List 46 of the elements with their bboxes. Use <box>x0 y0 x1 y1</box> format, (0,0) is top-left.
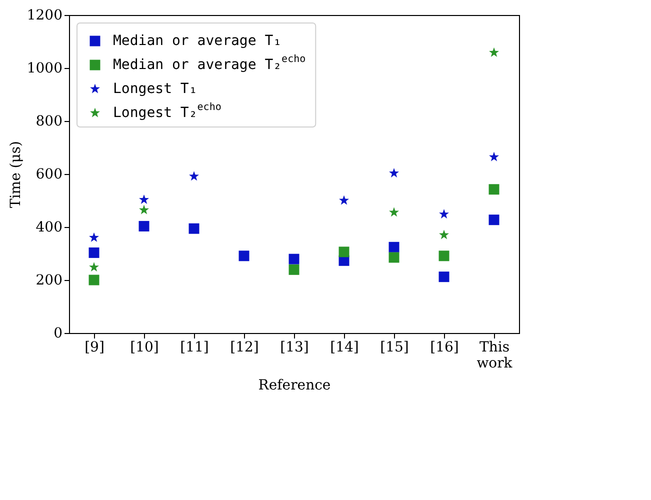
point <box>89 232 99 242</box>
point <box>438 250 450 262</box>
y-tick-label: 0 <box>54 326 62 342</box>
point <box>88 274 100 286</box>
x-tick-label: [9] <box>84 340 104 356</box>
y-tick-label: 800 <box>36 114 62 130</box>
x-axis-title: Reference <box>258 378 331 394</box>
x-tick-label: [13] <box>280 340 309 356</box>
point <box>89 262 99 272</box>
point <box>338 246 350 258</box>
point <box>388 252 400 263</box>
point <box>139 194 149 204</box>
point <box>489 47 499 57</box>
point <box>438 272 450 282</box>
y-tick-label: 400 <box>36 220 62 236</box>
point <box>189 171 199 181</box>
point <box>488 214 500 226</box>
y-tick-label: 1000 <box>26 60 62 76</box>
point <box>288 254 300 264</box>
point <box>139 204 149 214</box>
y-tick-label: 200 <box>36 272 62 288</box>
x-tick-label: [11] <box>180 340 209 356</box>
point <box>439 209 449 219</box>
point <box>439 230 449 240</box>
point <box>339 195 349 205</box>
point <box>138 220 150 232</box>
y-axis-title: Time (μs) <box>8 140 24 208</box>
point <box>389 207 399 217</box>
point <box>489 152 499 162</box>
point <box>389 168 399 178</box>
x-tick-label: [10] <box>130 340 159 356</box>
point <box>288 264 300 275</box>
legend-label: Median or average T₁ <box>113 33 282 49</box>
x-tick-label: This work <box>476 340 513 372</box>
x-tick-label: [12] <box>230 340 259 356</box>
y-tick-label: 1200 <box>26 8 62 24</box>
point <box>388 242 400 252</box>
point <box>238 250 250 262</box>
y-tick-label: 600 <box>36 166 62 182</box>
x-tick-label: [15] <box>380 340 409 356</box>
legend-label: Longest T₁ <box>113 81 198 97</box>
point <box>488 184 500 195</box>
point <box>88 247 100 258</box>
x-tick-label: [14] <box>330 340 359 356</box>
x-tick-label: [16] <box>430 340 459 356</box>
point <box>188 223 200 234</box>
